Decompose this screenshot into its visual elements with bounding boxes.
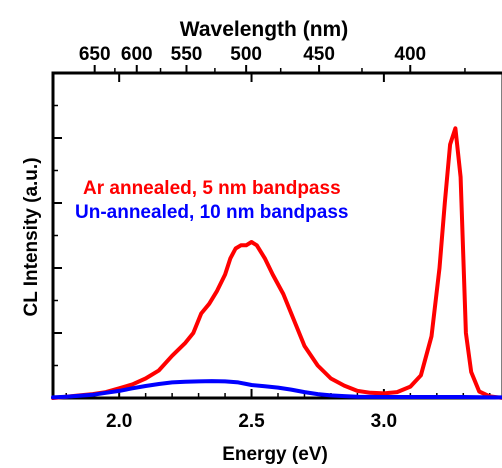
plot-frame: [51, 71, 502, 400]
series-line-un-annealed: [51, 379, 502, 400]
top-tick-label: 450: [303, 44, 335, 65]
top-axis-title: Wavelength (nm): [180, 18, 348, 41]
top-tick-label: 600: [121, 44, 153, 65]
x-tick-label: 2.0: [106, 411, 132, 432]
y-axis-title: CL Intensity (a.u.): [21, 157, 42, 316]
x-tick-label: 3.0: [371, 411, 397, 432]
series-group: [51, 126, 502, 400]
top-tick-label: 550: [171, 44, 203, 65]
legend-entry-ar-annealed: Ar annealed, 5 nm bandpass: [83, 178, 341, 199]
top-tick-label: 400: [394, 44, 426, 65]
series-line-ar-annealed: [51, 126, 502, 400]
legend-entry-un-annealed: Un-annealed, 10 nm bandpass: [75, 202, 348, 223]
top-tick-label: 650: [79, 44, 111, 65]
x-axis-title: Energy (eV): [222, 444, 328, 465]
x-tick-label: 2.5: [238, 411, 265, 432]
ticks-group: 2.0 2.5 3.0 650 600 550 500 450 400: [53, 44, 491, 432]
top-tick-label: 500: [230, 44, 262, 65]
